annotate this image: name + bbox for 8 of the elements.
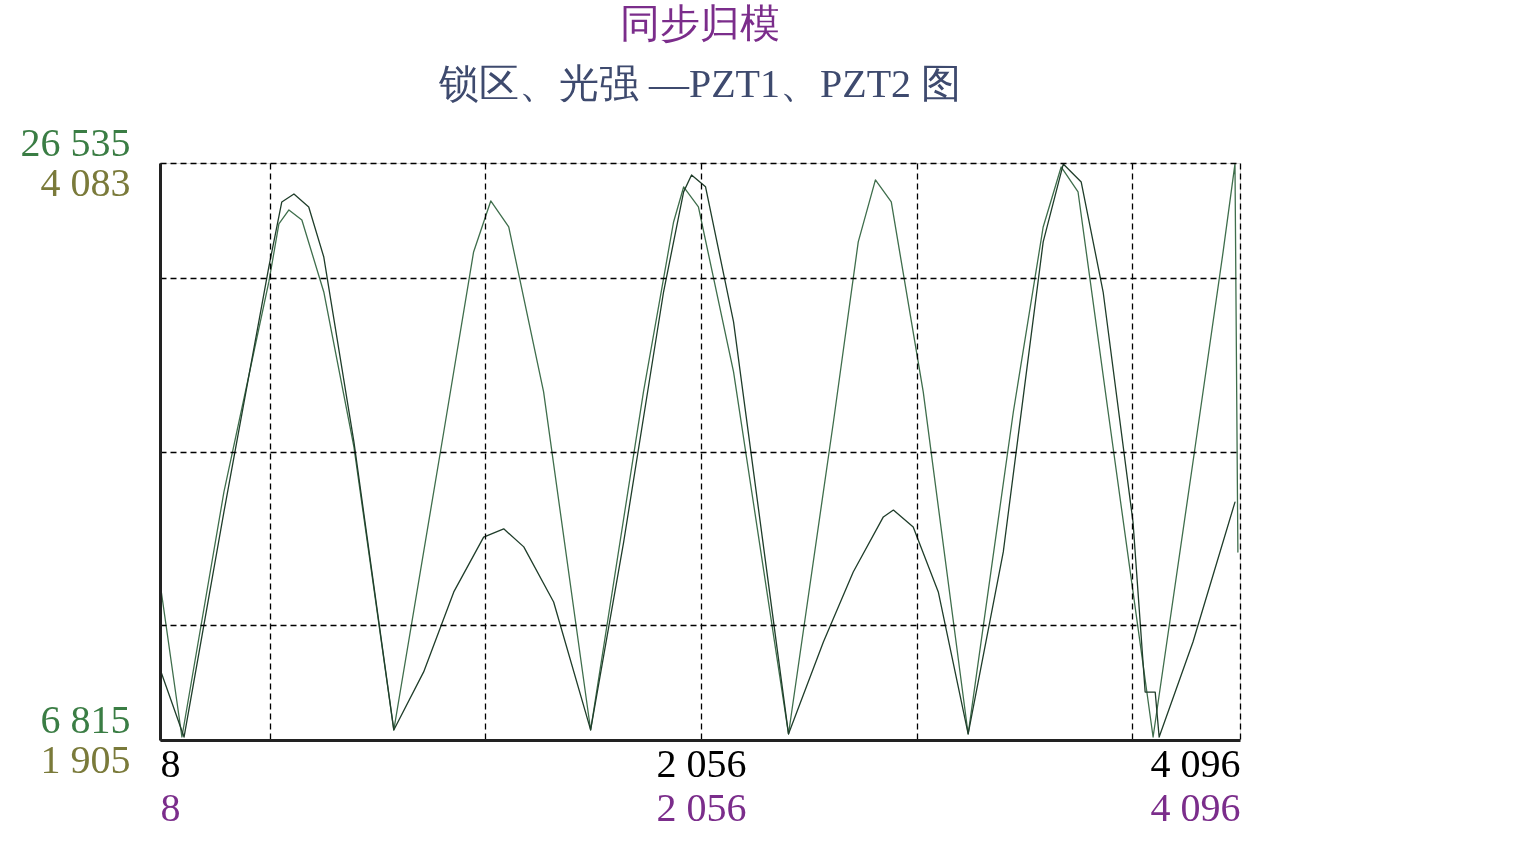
x2-tick-label: 2 056 xyxy=(656,784,747,830)
chart-title: 同步归模 xyxy=(620,1,780,46)
x2-tick-label: 8 xyxy=(160,784,181,830)
x2-tick-label: 4 096 xyxy=(1150,784,1241,830)
chart-subtitle: 锁区、光强 —PZT1、PZT2 图 xyxy=(437,61,962,106)
x-tick-label: 2 056 xyxy=(656,740,747,786)
x-tick-label: 4 096 xyxy=(1150,740,1241,786)
x-tick-label: 8 xyxy=(160,740,181,786)
